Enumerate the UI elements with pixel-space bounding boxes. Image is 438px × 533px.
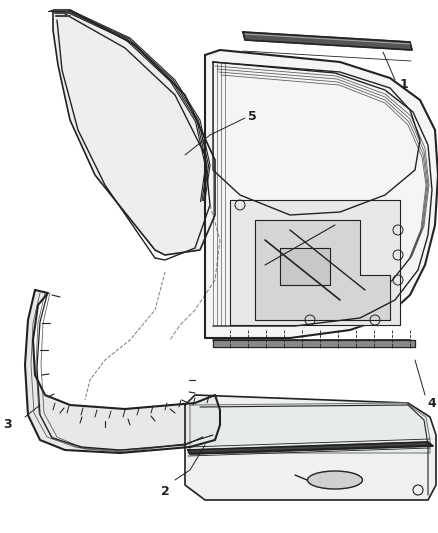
- Text: 5: 5: [248, 109, 257, 123]
- Polygon shape: [230, 200, 400, 325]
- Polygon shape: [185, 395, 436, 500]
- Text: 2: 2: [161, 485, 170, 498]
- Polygon shape: [205, 50, 438, 338]
- Polygon shape: [25, 290, 220, 453]
- Polygon shape: [53, 10, 215, 255]
- Ellipse shape: [307, 471, 363, 489]
- Polygon shape: [243, 32, 412, 50]
- Polygon shape: [213, 340, 415, 347]
- Polygon shape: [255, 220, 390, 320]
- Text: 1: 1: [400, 78, 409, 91]
- Polygon shape: [188, 442, 433, 454]
- Text: 4: 4: [427, 397, 436, 410]
- Polygon shape: [280, 248, 330, 285]
- Text: 3: 3: [4, 418, 12, 432]
- Polygon shape: [190, 403, 430, 453]
